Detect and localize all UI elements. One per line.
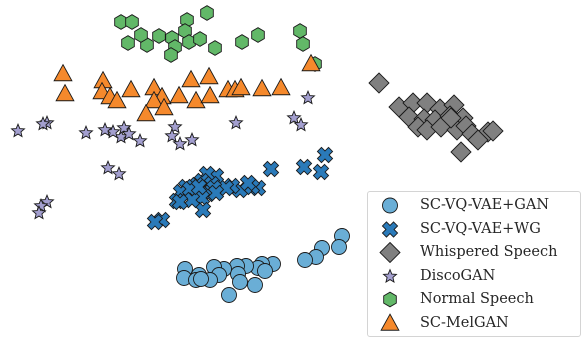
data-point [31, 205, 47, 220]
data-point [121, 35, 135, 51]
legend-label: DiscoGAN [420, 267, 496, 284]
data-point [293, 116, 309, 132]
data-point [312, 163, 330, 181]
data-point [107, 90, 127, 109]
data-point [252, 78, 272, 97]
data-point [184, 132, 200, 147]
data-point [467, 129, 489, 151]
data-point [300, 90, 316, 105]
data-point [296, 36, 310, 52]
data-point [228, 114, 244, 130]
data-point [295, 158, 313, 176]
data-point [53, 63, 73, 82]
legend-label: SC-VQ-VAE+GAN [420, 197, 550, 213]
data-point [146, 213, 164, 231]
data-point [271, 77, 291, 96]
legend-label: Whispered Speech [420, 244, 558, 260]
data-point [10, 122, 26, 138]
data-point [482, 120, 504, 142]
legend-marker [383, 291, 397, 308]
data-point [100, 160, 116, 175]
legend-entry: SC-VQ-VAE+GAN [368, 195, 580, 216]
data-point [231, 77, 251, 96]
data-point [171, 193, 189, 211]
data-point [121, 79, 141, 98]
data-point [164, 47, 178, 63]
data-point [199, 66, 219, 85]
data-point [193, 271, 209, 287]
data-point [316, 146, 334, 164]
legend-label: Normal Speech [420, 291, 534, 307]
legend-entry: SC-MelGAN [368, 312, 580, 334]
data-point [239, 174, 257, 192]
data-point [257, 263, 273, 279]
data-point [169, 85, 189, 104]
legend-marker [379, 242, 401, 263]
legend-marker [382, 267, 398, 283]
data-point [440, 107, 462, 129]
data-point [297, 252, 313, 268]
data-point [132, 133, 148, 148]
legend-entry: Normal Speech [368, 289, 580, 310]
data-point [193, 31, 207, 47]
data-point [262, 160, 280, 178]
legend-marker [381, 220, 399, 238]
data-point [331, 239, 347, 255]
legend-marker [380, 312, 400, 331]
data-point [190, 178, 208, 196]
data-point [55, 83, 75, 102]
data-point [200, 85, 220, 104]
data-point [251, 27, 265, 43]
data-point [152, 28, 166, 44]
data-point [247, 277, 263, 293]
data-point [286, 110, 302, 125]
data-point [172, 136, 188, 151]
data-point [368, 72, 390, 94]
data-point [111, 166, 127, 181]
legend-entry: Whispered Speech [368, 242, 580, 263]
data-point [167, 118, 183, 134]
series-sc-melgan [53, 53, 321, 122]
series-whispered-speech [368, 72, 504, 163]
data-point [200, 5, 214, 21]
series-sc-vq-vae-wg [146, 146, 334, 231]
data-point [183, 191, 201, 209]
data-point [125, 14, 139, 30]
data-point [181, 69, 201, 88]
data-point [450, 141, 472, 163]
legend-marker [382, 197, 398, 214]
legend-entry: DiscoGAN [368, 266, 580, 287]
data-point [136, 103, 156, 122]
series-sc-vq-vae-gan [176, 228, 350, 303]
data-point [164, 128, 180, 143]
data-point [134, 27, 148, 43]
data-point [235, 34, 249, 50]
data-point [144, 90, 164, 109]
data-point [186, 90, 206, 109]
data-point [208, 40, 222, 56]
series-discogan [10, 90, 316, 220]
data-point [35, 115, 51, 131]
data-point [154, 97, 174, 116]
data-point [78, 124, 94, 140]
data-point [194, 201, 212, 219]
data-point [207, 184, 225, 202]
data-point [301, 53, 321, 72]
legend-entry: SC-VQ-VAE+WG [368, 219, 580, 240]
data-point [221, 287, 237, 303]
series-normal-speech [114, 5, 322, 72]
data-point [97, 121, 113, 137]
data-point [232, 274, 248, 290]
data-point [121, 125, 137, 141]
legend: SC-VQ-VAE+GAN SC-VQ-VAE+WG Whispered Speec… [367, 191, 581, 337]
legend-label: SC-MelGAN [420, 314, 509, 331]
data-point [293, 23, 307, 39]
legend-label: SC-VQ-VAE+WG [420, 220, 541, 237]
